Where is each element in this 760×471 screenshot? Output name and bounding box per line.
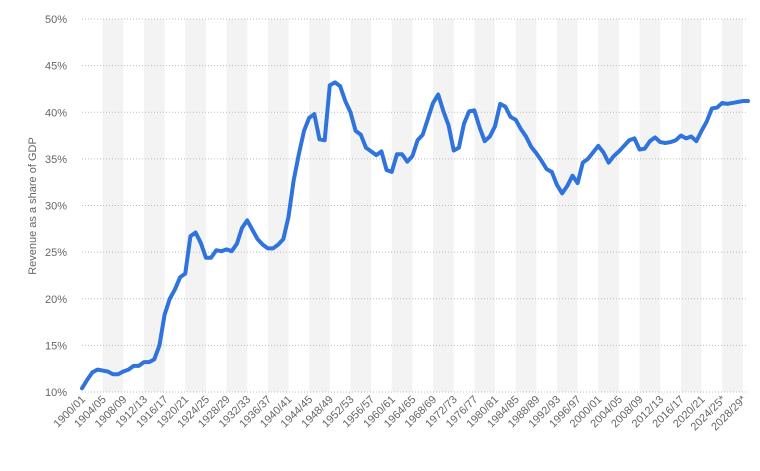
y-tick-label: 35%	[45, 154, 67, 166]
year-band	[391, 19, 413, 392]
y-tick-label: 40%	[45, 107, 67, 119]
y-tick-label: 50%	[45, 14, 67, 26]
series-group	[80, 80, 750, 391]
y-tick-label: 30%	[45, 201, 67, 213]
year-band	[267, 19, 289, 392]
y-axis-tick-labels: 10% 15% 20% 25% 30% 35% 40% 45% 50%	[45, 14, 67, 399]
y-axis-title: Revenue as a share of GDP	[27, 137, 39, 275]
year-band	[350, 19, 372, 392]
revenue-share-line	[80, 80, 750, 391]
y-tick-label: 25%	[45, 247, 67, 259]
y-tick-label: 10%	[45, 387, 67, 399]
year-band	[226, 19, 248, 392]
horizontal-gridlines	[82, 18, 748, 393]
y-tick-label: 20%	[45, 294, 67, 306]
year-band	[515, 19, 537, 392]
y-tick-label: 45%	[45, 61, 67, 73]
x-axis-tick-labels: 1900/011904/051908/091912/131916/171920/…	[52, 393, 750, 433]
y-tick-label: 15%	[45, 340, 67, 352]
